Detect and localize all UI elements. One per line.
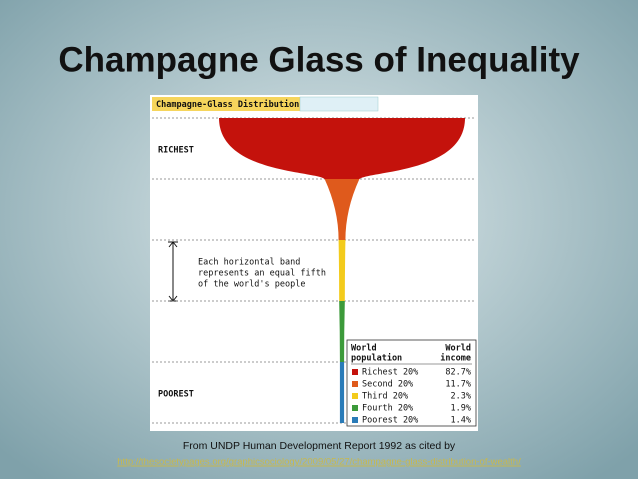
value-label: 82.7%	[445, 368, 471, 378]
legend-header: population	[351, 353, 402, 364]
bottom-label: POOREST	[158, 390, 194, 400]
legend-header: income	[440, 353, 471, 364]
annotation-line: Each horizontal band	[198, 258, 300, 268]
legend-swatch	[352, 417, 358, 423]
band	[339, 362, 345, 423]
legend-swatch	[352, 369, 358, 375]
source-link[interactable]: http://thesocietypages.org/graphicsociol…	[117, 457, 521, 468]
band	[339, 301, 345, 362]
slide-title: Champagne Glass of Inequality	[58, 40, 580, 79]
value-label: 2.3%	[451, 392, 471, 402]
legend-swatch	[352, 405, 358, 411]
source-text: From UNDP Human Development Report 1992 …	[183, 440, 456, 452]
title-box-tail	[299, 96, 379, 112]
legend-swatch	[352, 381, 358, 387]
annotation-line: of the world's people	[198, 280, 305, 290]
value-label: 1.4%	[451, 416, 471, 426]
band	[219, 118, 465, 179]
band	[324, 179, 360, 240]
legend-swatch	[352, 393, 358, 399]
legend-label: Fourth 20%	[362, 404, 413, 414]
legend-header: World	[445, 344, 471, 354]
chart-title-box	[152, 97, 300, 111]
chart-title: Champagne-Glass Distribution	[156, 99, 299, 110]
legend-header: World	[351, 344, 377, 354]
legend-label: Third 20%	[362, 392, 408, 402]
glass	[152, 117, 476, 424]
annotation-line: represents an equal fifth	[198, 269, 326, 279]
legend-label: Richest 20%	[362, 368, 418, 378]
band	[338, 240, 346, 301]
value-label: 1.9%	[451, 404, 471, 414]
legend-box	[346, 339, 477, 427]
legend-label: Poorest 20%	[362, 416, 418, 426]
legend-label: Second 20%	[362, 380, 413, 390]
value-label: 11.7%	[445, 380, 471, 390]
top-label: RICHEST	[158, 146, 194, 156]
